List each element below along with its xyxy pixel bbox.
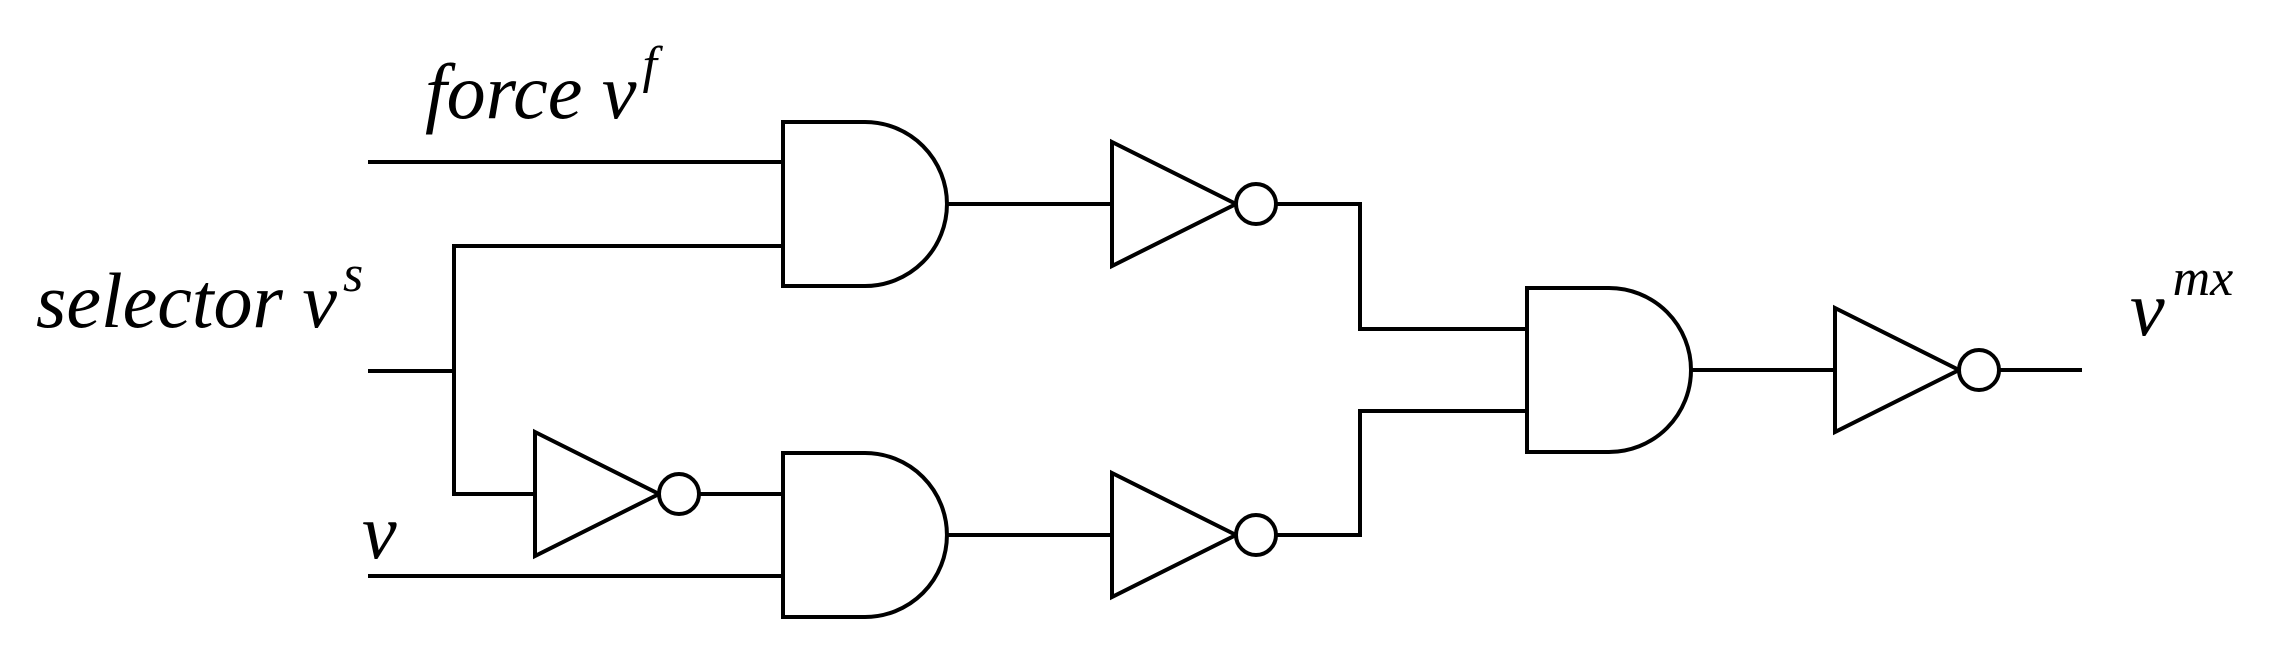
wire-not2-to-and3	[1276, 409, 1527, 537]
label-force-sup: f	[643, 37, 664, 94]
and-gate-top	[781, 120, 949, 288]
not-gate-bottom	[1110, 469, 1241, 601]
label-selector-base: selector v	[36, 257, 337, 344]
label-v: v	[362, 488, 397, 575]
label-force-base: force v	[425, 48, 637, 135]
not-gate-output	[1833, 304, 1964, 436]
not-gate-bottom-bubble	[1234, 513, 1278, 557]
and-gate-right	[1525, 286, 1693, 454]
not-gate-output-bubble	[1957, 348, 2001, 392]
label-output: v mx	[2130, 250, 2233, 352]
label-output-sup: mx	[2173, 250, 2234, 307]
label-output-base: v	[2130, 265, 2165, 352]
and-gate-bottom	[781, 451, 949, 619]
wire-not1-to-and3	[1276, 202, 1527, 331]
wire-selector-branch	[452, 244, 783, 496]
not-gate-selector	[533, 428, 664, 560]
not-gate-top-bubble	[1234, 182, 1278, 226]
not-gate-selector-bubble	[657, 472, 701, 516]
label-selector-sup: s	[343, 246, 363, 303]
not-gate-top	[1110, 138, 1241, 270]
